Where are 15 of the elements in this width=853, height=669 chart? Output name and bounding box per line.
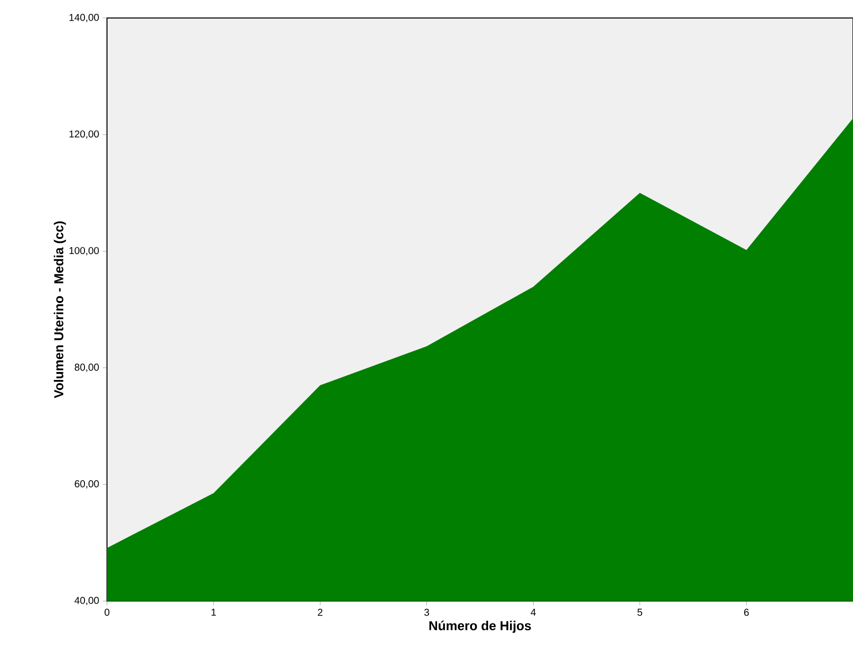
x-axis-title: Número de Hijos [429, 620, 531, 633]
x-tick-label: 2 [318, 608, 322, 616]
x-tick-label: 5 [637, 608, 642, 616]
y-tick-label: 100,00 [70, 247, 99, 256]
y-tick-label: 120,00 [70, 130, 99, 139]
y-tick-label: 40,00 [74, 596, 99, 606]
x-tick-label: 4 [530, 608, 536, 616]
y-tick-label: 60,00 [74, 480, 99, 489]
x-tick-label: 3 [424, 608, 430, 616]
y-tick-label: 80,00 [74, 364, 99, 372]
x-tick-label: 0 [104, 608, 110, 616]
x-tick-label: 1 [212, 608, 216, 616]
y-tick-label: 140,00 [70, 14, 99, 22]
y-axis-title: Volumen Uterino - Media (cc) [54, 221, 66, 398]
x-tick-label: 6 [744, 608, 749, 616]
